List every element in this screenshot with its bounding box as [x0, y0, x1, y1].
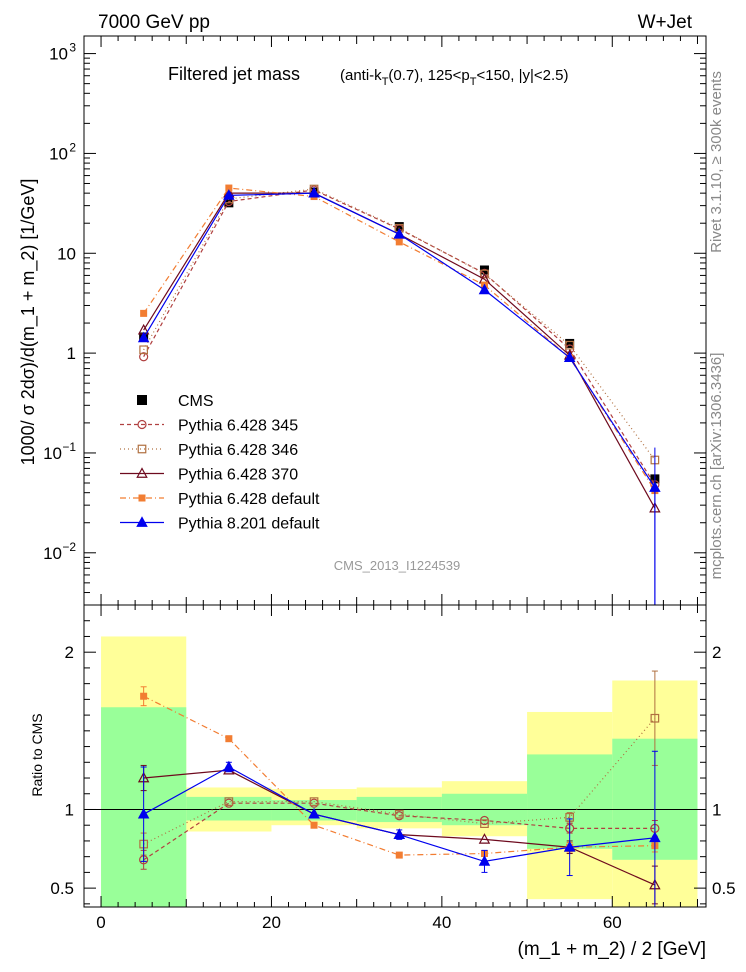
ratio-panel-series — [137, 670, 661, 908]
ratio-series-point — [137, 807, 150, 819]
series-point — [223, 189, 235, 200]
ratio-series-point — [225, 735, 233, 743]
series-point — [137, 331, 150, 343]
y-tick-label: 10 — [43, 444, 62, 463]
header-left: 7000 GeV pp — [98, 12, 210, 33]
y-axis-label: 1000/ σ 2dσ)/d(m_1 + m_2) [1/GeV] — [18, 179, 39, 466]
rivet-label: Rivet 3.1.10, ≥ 300k events — [708, 71, 725, 253]
ratio-tick-label: 2 — [65, 643, 74, 662]
ratio-tick-label-right: 0.5 — [712, 879, 736, 898]
series-point — [565, 340, 575, 350]
chart-subtitle: (anti-kT(0.7), 125<pT<150, |y|<2.5) — [340, 67, 569, 88]
legend-label: Pythia 6.428 370 — [178, 467, 298, 484]
y-tick-label: 10 — [57, 244, 76, 263]
series-point — [563, 351, 576, 363]
ratio-tick-label: 0.5 — [50, 879, 74, 898]
y-tick-label: 1 — [67, 344, 76, 363]
legend-marker — [137, 395, 147, 405]
x-tick-label: 20 — [262, 913, 281, 932]
legend-label: Pythia 8.201 default — [178, 516, 320, 533]
series-point — [139, 345, 148, 355]
header-right: W+Jet — [638, 12, 693, 33]
y-tick-exponent: −2 — [62, 540, 76, 554]
ratio-series-point — [308, 807, 320, 819]
ratio-series-point — [650, 713, 660, 723]
legend-label: Pythia 6.428 default — [178, 491, 320, 508]
series-point — [225, 184, 233, 192]
legend-marker — [138, 494, 146, 502]
legend-label: CMS — [178, 393, 214, 410]
cms-data-point — [565, 338, 575, 348]
ratio-tick-label-right: 2 — [712, 643, 721, 662]
series-point — [478, 283, 491, 295]
y-tick-label: 10 — [49, 45, 68, 64]
legend-marker — [137, 419, 147, 430]
cms-data-point — [394, 222, 404, 232]
ratio-series-point — [140, 692, 148, 700]
x-axis-label: (m_1 + m_2) / 2 [GeV] — [518, 939, 707, 960]
ratio-series-point — [649, 831, 661, 843]
band-inner-bin — [186, 796, 272, 821]
ratio-series-point — [310, 821, 318, 829]
chart-title: Filtered jet mass — [168, 64, 300, 84]
series-point — [308, 186, 320, 198]
ratio-series-point — [309, 797, 319, 806]
legend-label: Pythia 6.428 346 — [178, 442, 298, 459]
x-tick-label: 0 — [96, 913, 105, 932]
ratio-frame — [83, 604, 707, 908]
ratio-axis-label: Ratio to CMS — [29, 713, 45, 796]
x-tick-label: 40 — [432, 913, 451, 932]
series-point — [140, 309, 148, 317]
legend: CMS Pythia 6.428 345 Pythia 6.428 346 Pythi… — [120, 393, 320, 533]
legend-marker — [136, 467, 148, 478]
legend-label: Pythia 6.428 345 — [178, 418, 298, 435]
y-tick-exponent: 2 — [69, 140, 76, 154]
y-tick-label: 10 — [49, 144, 68, 163]
ratio-tick-label: 1 — [65, 800, 74, 819]
legend-marker — [136, 516, 148, 527]
x-tick-label: 60 — [603, 913, 622, 932]
ratio-series-point — [395, 851, 403, 859]
main-panel-series — [137, 184, 661, 605]
legend-marker — [137, 444, 147, 454]
series-point — [139, 352, 149, 362]
ratio-series-point — [224, 797, 234, 806]
ratio-series-point — [480, 819, 489, 828]
ratio-series-point — [478, 855, 491, 866]
y-tick-exponent: −1 — [62, 440, 76, 454]
ratio-series-point — [394, 809, 404, 819]
series-point — [393, 228, 406, 239]
series-point — [395, 238, 403, 246]
y-tick-exponent: 3 — [69, 41, 76, 55]
ratio-tick-label-right: 1 — [712, 800, 721, 819]
mcplots-label: mcplots.cern.ch [arXiv:1306.3436] — [708, 353, 725, 580]
ratio-series-point — [223, 760, 235, 772]
ratio-series-point — [563, 840, 576, 852]
ratio-series-point — [393, 828, 406, 839]
series-line — [143, 189, 656, 486]
analysis-id: CMS_2013_I1224539 — [334, 558, 461, 573]
ratio-series-point — [478, 833, 491, 844]
y-tick-label: 10 — [43, 544, 62, 563]
series-point — [480, 269, 489, 279]
